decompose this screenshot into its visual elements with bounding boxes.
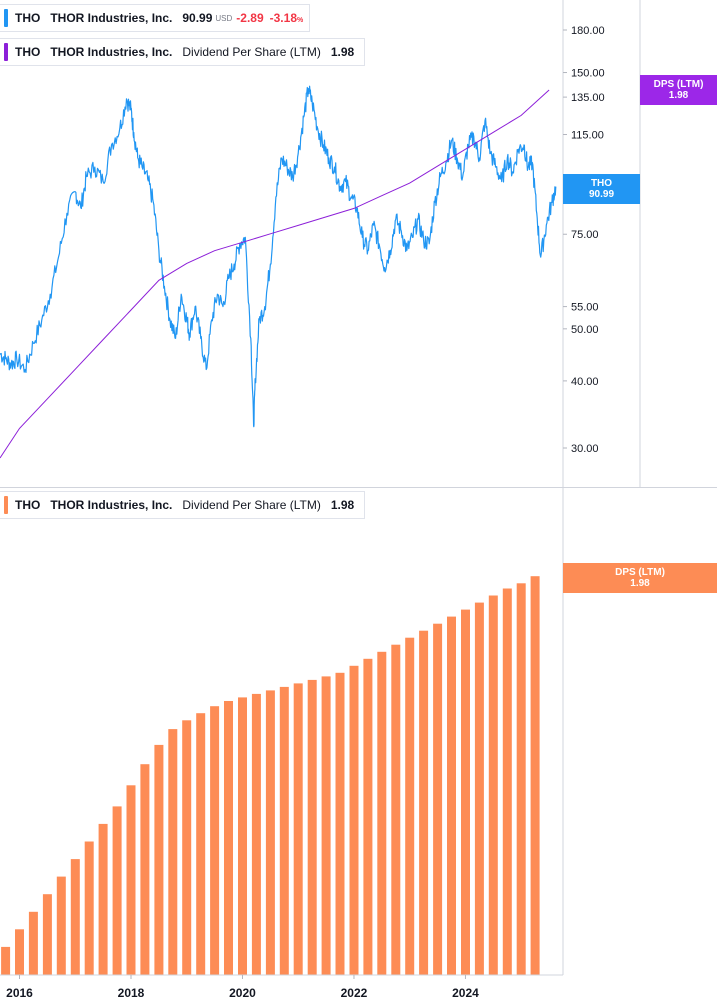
dps-bar <box>28 911 38 975</box>
dps-top-badge-value: 1.98 <box>668 90 689 101</box>
dps-bar <box>279 686 289 975</box>
legend-dps-bottom-metric: Dividend Per Share (LTM) <box>182 498 321 512</box>
dps-bar <box>433 623 443 975</box>
dps-bar <box>112 806 122 975</box>
dps-bar <box>98 823 108 975</box>
legend-dps-top[interactable]: THO THOR Industries, Inc. Dividend Per S… <box>0 38 366 66</box>
legend-dps-bottom-value: 1.98 <box>330 498 355 512</box>
dps-bar <box>140 764 150 975</box>
legend-price-value: 90.99 <box>182 11 213 25</box>
legend-price-company: THOR Industries, Inc. <box>50 11 173 25</box>
dps-bar <box>363 658 373 975</box>
dps-bar <box>238 697 247 975</box>
dps-bar <box>126 785 136 975</box>
price-tick-label: 30.00 <box>571 443 599 455</box>
dps-bar <box>335 672 345 975</box>
legend-price-currency: USD <box>215 13 233 23</box>
dps-bar <box>307 679 317 975</box>
legend-dps-top-value: 1.98 <box>330 45 355 59</box>
dps-bottom-badge-value: 1.98 <box>630 578 650 589</box>
price-tick-label: 180.00 <box>571 25 605 37</box>
legend-price-change-pct: -3.18% <box>269 11 304 25</box>
legend-dps-top-company: THOR Industries, Inc. <box>50 45 173 59</box>
dps-bar <box>321 676 331 975</box>
dps-bar <box>251 693 261 975</box>
price-badge-label: THO <box>590 178 613 189</box>
dps-bar <box>84 841 94 975</box>
price-pane <box>0 85 557 459</box>
dps-top-badge: DPS (LTM) 1.98 <box>640 75 717 105</box>
price-tick-label: 50.00 <box>571 324 599 336</box>
dps-bar <box>265 690 275 975</box>
dps-bar <box>349 665 359 975</box>
dps-bar <box>461 609 470 975</box>
dps-bar <box>210 706 220 975</box>
legend-dps-bottom[interactable]: THO THOR Industries, Inc. Dividend Per S… <box>0 491 366 519</box>
dps-bottom-badge: DPS (LTM) 1.98 <box>563 563 717 593</box>
legend-dps-top-ticker: THO <box>15 45 41 59</box>
legend-price[interactable]: THO THOR Industries, Inc. 90.99 USD -2.8… <box>0 4 311 32</box>
price-badge: THO 90.99 <box>563 174 640 204</box>
price-line-tho <box>0 85 557 428</box>
year-tick-label: 2022 <box>341 986 368 1000</box>
dps-bar <box>1 946 11 975</box>
legend-dps-bottom-swatch <box>4 496 8 514</box>
dps-bar <box>391 644 401 975</box>
price-badge-value: 90.99 <box>588 189 615 200</box>
dps-bar <box>15 929 24 975</box>
price-tick-label: 55.00 <box>571 302 599 314</box>
dps-bar <box>56 876 66 975</box>
year-tick-label: 2020 <box>229 986 256 1000</box>
legend-dps-top-swatch <box>4 43 8 61</box>
dps-bar-pane <box>1 576 540 975</box>
dps-bar <box>154 744 164 975</box>
price-tick-label: 115.00 <box>571 130 604 142</box>
dps-line <box>0 89 550 459</box>
dps-bar <box>224 701 233 975</box>
legend-price-swatch <box>4 9 8 27</box>
dps-bar <box>196 713 206 975</box>
year-tick-label: 2024 <box>452 986 479 1000</box>
dps-bar <box>488 595 498 975</box>
legend-dps-top-metric: Dividend Per Share (LTM) <box>182 45 321 59</box>
price-tick-label: 150.00 <box>571 68 605 80</box>
legend-price-change: -2.89 <box>236 11 264 25</box>
dps-bar <box>405 637 415 975</box>
dps-bar <box>293 683 303 975</box>
dps-bar <box>447 616 456 975</box>
dps-bar <box>474 602 484 975</box>
dps-bar <box>42 894 52 975</box>
dps-bar <box>502 588 512 975</box>
dps-top-badge-label: DPS (LTM) <box>653 79 704 90</box>
year-tick-label: 2018 <box>118 986 145 1000</box>
dps-bar <box>516 583 526 975</box>
dps-bottom-badge-label: DPS (LTM) <box>615 567 665 578</box>
legend-dps-bottom-company: THOR Industries, Inc. <box>50 498 173 512</box>
dps-bar <box>70 859 80 975</box>
price-tick-label: 40.00 <box>571 376 599 388</box>
legend-dps-bottom-ticker: THO <box>15 498 41 512</box>
price-tick-label: 135.00 <box>571 92 605 104</box>
legend-price-ticker: THO <box>15 11 41 25</box>
dps-bar <box>182 720 192 975</box>
price-tick-label: 75.00 <box>571 229 599 241</box>
dps-bar <box>530 576 540 975</box>
year-tick-label: 2016 <box>6 986 33 1000</box>
dps-bar <box>168 729 178 975</box>
dps-bar <box>419 630 429 975</box>
dps-bar <box>377 651 387 975</box>
